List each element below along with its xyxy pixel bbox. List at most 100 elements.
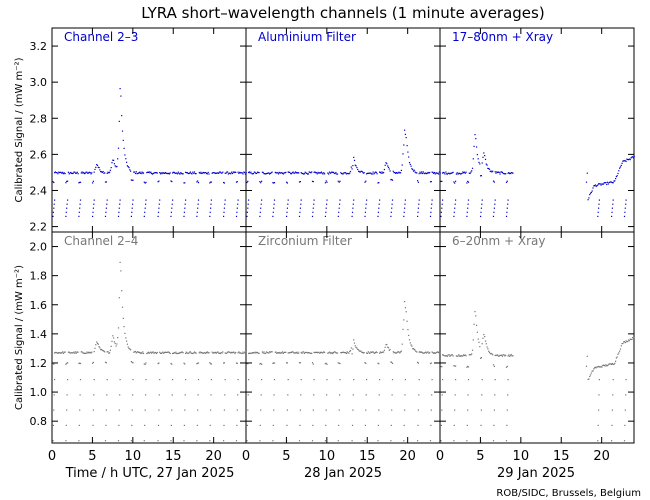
data-point [441,203,443,205]
data-point [285,351,287,353]
data-point [440,180,442,182]
data-point [75,351,77,353]
data-point [242,173,244,175]
data-point [153,352,155,354]
data-point [445,171,447,173]
data-point [207,352,209,354]
data-point [291,172,293,174]
data-point [222,171,224,173]
data-point [492,354,494,356]
data-point [313,379,315,381]
data-point [374,352,377,354]
data-point [433,352,436,354]
data-point [96,164,99,166]
data-point [412,168,414,171]
data-point [617,172,619,175]
data-point [55,351,57,354]
data-point [113,337,115,339]
data-point [247,409,249,411]
data-point [119,88,121,90]
data-point [312,409,314,411]
data-point [258,352,260,354]
data-point [332,352,334,355]
data-point [432,171,434,174]
data-point [620,164,622,166]
data-point [204,172,206,174]
data-point [224,203,226,205]
data-point [601,183,603,185]
data-point [87,172,89,174]
data-point [330,352,332,355]
data-point [507,199,509,201]
data-point [121,130,124,132]
data-point [333,351,335,353]
data-point [408,162,411,164]
data-point [401,164,403,166]
data-point [450,354,452,357]
data-point [324,351,326,353]
data-point [400,172,402,174]
data-point [163,172,165,174]
data-point [417,215,419,217]
data-point [284,172,286,174]
data-point [249,172,251,174]
data-point [250,171,252,173]
data-point [192,171,194,173]
data-point [410,344,412,346]
data-point [447,172,449,174]
data-point [298,181,301,183]
data-point [497,171,499,173]
data-point [145,203,147,205]
data-point [507,394,509,396]
data-point [78,211,80,213]
data-point [453,215,455,217]
data-point [232,171,234,173]
data-point [417,362,419,364]
data-point [429,171,431,174]
data-point [486,164,488,166]
data-point [294,171,297,173]
data-point [467,409,469,411]
data-point [390,215,392,217]
data-point [251,173,253,175]
x-tick-label: 15 [165,449,182,464]
data-point [326,199,328,201]
data-point [224,199,226,201]
data-point [225,172,227,174]
data-point [303,173,305,175]
data-point [332,352,335,354]
data-point [506,207,508,209]
data-point [308,171,310,173]
data-point [66,203,68,205]
data-point [390,440,392,442]
data-point [65,440,67,442]
data-point [176,352,178,355]
y-tick-label: 1.6 [30,299,48,312]
data-point [341,172,343,175]
data-point [212,352,214,354]
data-point [189,172,191,174]
data-point [344,352,346,354]
data-point [351,424,354,426]
data-point [195,173,197,175]
data-point [458,172,460,174]
data-point [205,352,207,354]
data-point [127,346,129,348]
data-point [428,352,430,354]
data-point [604,182,606,184]
data-point [252,173,255,175]
data-point [471,353,473,355]
data-point [76,351,78,353]
data-point [338,362,340,364]
data-point [331,171,333,173]
data-point [623,341,625,343]
data-point [261,379,263,381]
data-point [70,171,72,174]
data-point [130,361,132,363]
panel-label-1-1: Zirconium Filter [258,234,352,248]
data-point [167,351,169,353]
data-point [65,424,67,426]
data-point [467,181,470,183]
data-point [300,203,302,205]
data-point [615,176,617,178]
